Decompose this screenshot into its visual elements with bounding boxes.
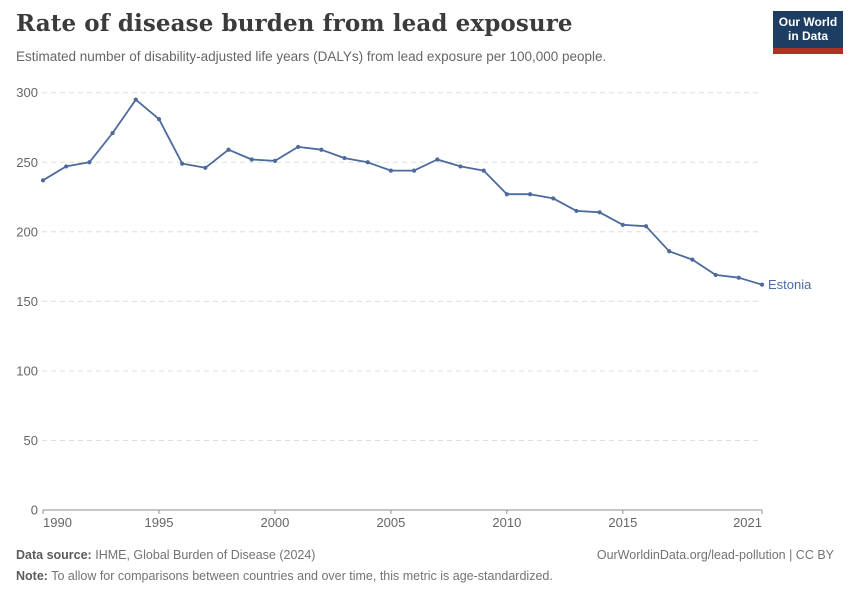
data-point[interactable] xyxy=(411,168,417,173)
page-title: Rate of disease burden from lead exposur… xyxy=(16,10,573,37)
y-axis-tick-label: 50 xyxy=(24,433,38,448)
data-point[interactable] xyxy=(597,210,602,215)
data-point[interactable] xyxy=(87,160,92,165)
owid-logo[interactable]: Our World in Data xyxy=(773,11,843,54)
x-axis-tick-label: 2005 xyxy=(376,515,405,530)
x-axis-tick-label: 2021 xyxy=(733,515,762,530)
data-point[interactable] xyxy=(319,147,324,152)
data-point[interactable] xyxy=(667,249,672,254)
note-label: Note: xyxy=(16,568,48,583)
series-line[interactable] xyxy=(42,98,763,286)
owid-logo-line2: in Data xyxy=(787,28,828,43)
data-point[interactable] xyxy=(365,160,370,165)
data-point[interactable] xyxy=(388,168,394,173)
data-point[interactable] xyxy=(40,178,46,183)
data-point[interactable] xyxy=(574,208,579,214)
data-point[interactable] xyxy=(110,130,115,136)
data-source-label: Data source: xyxy=(16,548,92,562)
y-axis-tick-label: 300 xyxy=(16,85,38,100)
chart-subtitle: Estimated number of disability-adjusted … xyxy=(16,49,607,64)
data-point[interactable] xyxy=(64,164,69,169)
data-point[interactable] xyxy=(551,196,556,201)
x-axis-tick-label: 2015 xyxy=(608,515,637,530)
note-line: Note: To allow for comparisons between c… xyxy=(16,566,834,587)
x-axis-tick-label: 2000 xyxy=(260,515,289,530)
data-point[interactable] xyxy=(203,165,208,170)
y-axis-tick-label: 200 xyxy=(16,224,38,239)
data-point[interactable] xyxy=(527,192,533,197)
y-axis-tick-label: 250 xyxy=(16,155,38,170)
data-point[interactable] xyxy=(156,117,162,122)
data-point[interactable] xyxy=(226,147,231,152)
data-point[interactable] xyxy=(133,97,138,102)
data-source-line: Data source: IHME, Global Burden of Dise… xyxy=(16,545,315,566)
data-point[interactable] xyxy=(690,257,695,262)
x-axis-tick-label: 1995 xyxy=(145,515,174,530)
y-axis-tick-label: 100 xyxy=(16,363,38,378)
data-point[interactable] xyxy=(481,168,486,173)
owid-logo-text: Our World in Data xyxy=(773,11,843,48)
data-point[interactable] xyxy=(249,157,254,162)
note-text: To allow for comparisons between countri… xyxy=(51,568,553,583)
y-axis-tick-label: 150 xyxy=(16,294,38,309)
data-point[interactable] xyxy=(435,157,440,162)
data-point[interactable] xyxy=(736,275,741,280)
data-source-text: IHME, Global Burden of Disease (2024) xyxy=(95,548,316,562)
data-point[interactable] xyxy=(713,272,718,278)
line-chart: 0 50 100 150 200 250 300 1990 1995 2000 2005 2010 20… xyxy=(16,85,812,530)
owid-logo-redbar xyxy=(773,47,843,54)
x-axis-tick-label: 2010 xyxy=(492,515,521,530)
chart-footer: Data source: IHME, Global Burden of Dise… xyxy=(16,545,834,586)
data-point[interactable] xyxy=(504,192,509,197)
data-point[interactable] xyxy=(272,158,278,163)
data-point[interactable] xyxy=(180,161,185,166)
owid-logo-line1: Our World xyxy=(778,15,838,29)
data-point[interactable] xyxy=(342,155,347,161)
data-point[interactable] xyxy=(759,282,765,287)
data-point[interactable] xyxy=(643,224,649,229)
y-axis-tick-label: 0 xyxy=(31,503,38,518)
data-point[interactable] xyxy=(458,164,463,169)
data-point[interactable] xyxy=(620,222,625,227)
data-point[interactable] xyxy=(296,144,301,150)
x-axis-tick-label: 1990 xyxy=(43,515,72,530)
attribution-link[interactable]: OurWorldinData.org/lead-pollution | CC B… xyxy=(596,548,834,562)
series-label[interactable]: Estonia xyxy=(768,277,812,292)
